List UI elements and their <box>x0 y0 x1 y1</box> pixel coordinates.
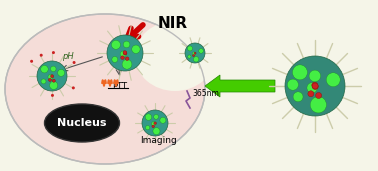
Circle shape <box>41 65 48 73</box>
Text: 365nm: 365nm <box>192 89 219 98</box>
Circle shape <box>146 126 150 130</box>
Text: PTT: PTT <box>112 82 127 91</box>
Circle shape <box>145 114 152 120</box>
Ellipse shape <box>5 14 205 164</box>
Circle shape <box>48 78 51 81</box>
Circle shape <box>41 79 46 84</box>
Circle shape <box>52 79 55 82</box>
Circle shape <box>312 83 318 89</box>
Circle shape <box>152 125 155 128</box>
Circle shape <box>57 69 65 76</box>
Circle shape <box>123 41 130 48</box>
Circle shape <box>310 97 327 113</box>
Circle shape <box>312 83 318 89</box>
Circle shape <box>122 59 132 69</box>
Text: NIR: NIR <box>158 16 188 31</box>
Circle shape <box>152 122 156 126</box>
Circle shape <box>309 70 321 82</box>
Circle shape <box>188 55 191 58</box>
Circle shape <box>307 83 318 93</box>
Circle shape <box>120 51 126 57</box>
Circle shape <box>312 82 318 88</box>
Circle shape <box>192 52 196 55</box>
Circle shape <box>187 46 192 51</box>
Circle shape <box>30 60 33 63</box>
Circle shape <box>123 51 127 55</box>
Circle shape <box>194 57 199 62</box>
Circle shape <box>154 122 156 124</box>
Circle shape <box>112 56 118 62</box>
Circle shape <box>132 45 140 54</box>
Circle shape <box>40 54 43 57</box>
Circle shape <box>123 51 127 54</box>
Circle shape <box>107 35 143 71</box>
Circle shape <box>52 51 55 54</box>
Circle shape <box>293 65 307 80</box>
Circle shape <box>154 114 158 119</box>
Circle shape <box>37 61 67 91</box>
Circle shape <box>285 56 345 116</box>
Circle shape <box>199 49 203 53</box>
Circle shape <box>293 92 303 102</box>
Text: Nucleus: Nucleus <box>57 118 107 128</box>
Circle shape <box>51 75 54 78</box>
Circle shape <box>142 110 168 136</box>
Circle shape <box>112 40 121 49</box>
Circle shape <box>51 94 54 97</box>
Circle shape <box>121 56 124 60</box>
Circle shape <box>160 117 166 123</box>
Circle shape <box>50 81 58 89</box>
Circle shape <box>316 93 322 98</box>
Text: pH: pH <box>62 52 74 61</box>
Circle shape <box>308 91 314 97</box>
Circle shape <box>153 128 160 135</box>
Circle shape <box>48 74 53 80</box>
Circle shape <box>194 52 196 54</box>
FancyArrow shape <box>205 75 275 97</box>
Circle shape <box>72 86 75 89</box>
Ellipse shape <box>135 21 215 91</box>
Circle shape <box>287 79 299 90</box>
Ellipse shape <box>45 104 119 142</box>
Circle shape <box>326 73 340 87</box>
Text: Imaging: Imaging <box>140 136 177 145</box>
Circle shape <box>185 43 205 63</box>
Circle shape <box>73 61 76 64</box>
Circle shape <box>51 66 56 72</box>
Circle shape <box>125 57 129 61</box>
Circle shape <box>193 55 195 57</box>
